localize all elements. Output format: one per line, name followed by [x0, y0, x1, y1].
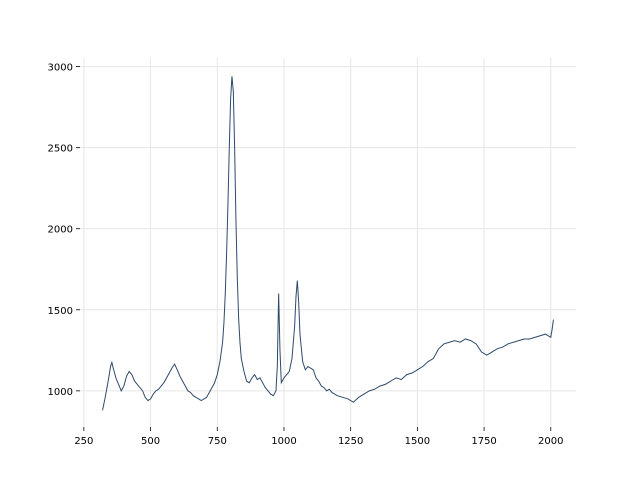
- x-tick-label: 250: [74, 436, 93, 447]
- x-tick-label: 500: [141, 436, 160, 447]
- x-tick-label: 1500: [405, 436, 430, 447]
- y-tick-label: 3000: [48, 63, 73, 74]
- x-tick-label: 1250: [338, 436, 363, 447]
- x-tick-label: 750: [208, 436, 227, 447]
- x-tick-label: 1000: [271, 436, 296, 447]
- y-tick-label: 2000: [48, 225, 73, 236]
- data-line: [102, 76, 554, 411]
- y-tick-label: 1000: [48, 387, 73, 398]
- x-tick-label: 1750: [471, 436, 496, 447]
- y-tick-label: 1500: [48, 306, 73, 317]
- x-tick-label: 2000: [538, 436, 563, 447]
- y-tick-label: 2500: [48, 144, 73, 155]
